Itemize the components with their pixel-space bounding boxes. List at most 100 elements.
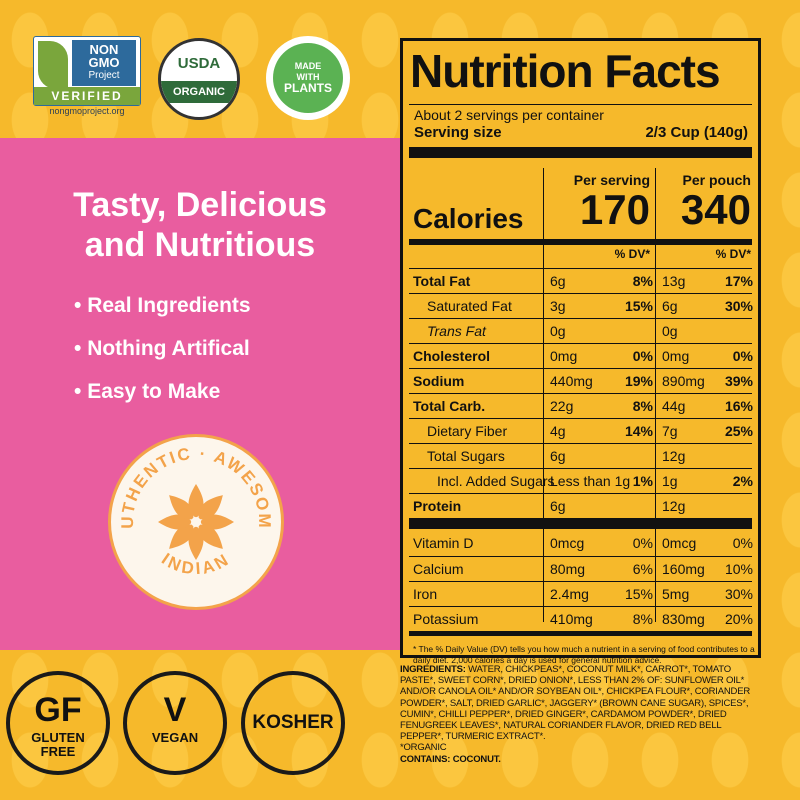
usda-label: USDA (177, 55, 221, 72)
gf-gluten: GLUTEN (31, 730, 85, 745)
dv-serving: 0% (632, 348, 653, 364)
vitamin-row: Iron 2.4mg 15% 5mg 30% (409, 581, 753, 607)
plants-plants: PLANTS (284, 81, 332, 95)
dv-pouch: 30% (724, 298, 753, 314)
authentic-indian-seal: AUTHENTIC · AWESOME INDIAN (108, 434, 284, 610)
dv-pouch: 39% (724, 373, 753, 389)
divider (409, 104, 752, 105)
amount-pouch: 13g (662, 273, 686, 289)
amount-serving: 0mg (550, 348, 578, 364)
organic-note: *ORGANIC (400, 742, 447, 754)
amount-pouch: 1g (662, 473, 678, 489)
nutrient-name: Trans Fat (427, 323, 486, 339)
contains-note: CONTAINS: COCONUT. (400, 753, 501, 765)
dv-serving: 1% (632, 473, 653, 489)
column-divider (543, 168, 544, 622)
vitamin-row: Calcium 80mg 6% 160mg 10% (409, 556, 753, 582)
amount-pouch: 44g (662, 398, 686, 414)
amount-serving: Less than 1g (550, 473, 631, 489)
amount-pouch: 890mg (662, 373, 705, 389)
per-serving-header: Per serving (573, 172, 650, 188)
amount-serving: 3g (550, 298, 566, 314)
non-gmo-text: NON GMO Project (72, 40, 136, 86)
bullet-list: Real Ingredients Nothing Artifical Easy … (74, 284, 251, 413)
dv-header-pouch: % DV* (715, 247, 751, 261)
butterfly-leaf-icon (38, 41, 68, 89)
plants-with: WITH (296, 72, 320, 82)
dv-serving: 19% (624, 373, 653, 389)
vitamin-name: Iron (413, 586, 438, 602)
kosher-badge: KOSHER (241, 671, 345, 775)
ingredients-block: INGREDIENTS: WATER, CHICKPEAS*, COCONUT … (400, 664, 756, 765)
nutrition-title: Nutrition Facts (410, 45, 721, 97)
amount-pouch: 5mg (662, 586, 690, 602)
nutrient-name: Dietary Fiber (427, 423, 508, 439)
nutrient-row: Total Sugars 6g 12g (409, 443, 752, 469)
dv-footnote: * The % Daily Value (DV) tells you how m… (413, 644, 755, 665)
footnote-divider (409, 631, 752, 636)
dv-pouch: 10% (724, 561, 753, 577)
servings-per-container: About 2 servings per container (414, 107, 604, 123)
amount-pouch: 12g (662, 498, 686, 514)
amount-pouch: 12g (662, 448, 686, 464)
non-gmo-verified: VERIFIED (34, 87, 140, 105)
thick-divider (409, 147, 752, 158)
bullet-item: Nothing Artifical (74, 327, 251, 370)
serving-size-label: Serving size (414, 124, 502, 141)
amount-pouch: 830mg (662, 611, 705, 627)
non-gmo-line3: Project (88, 70, 120, 81)
nutrient-name: Total Carb. (413, 398, 486, 414)
seal-graphic: AUTHENTIC · AWESOME INDIAN (111, 437, 272, 579)
amount-serving: 4g (550, 423, 566, 439)
dv-pouch: 0% (732, 535, 753, 551)
thick-divider (409, 518, 752, 529)
ingredients-label: INGREDIENTS: (400, 664, 466, 675)
column-divider (655, 168, 656, 622)
usda-organic-seal: USDA ORGANIC (158, 38, 240, 120)
headline-line1: Tasty, Delicious (73, 186, 327, 224)
dv-pouch: 16% (724, 398, 753, 414)
nutrient-row: Trans Fat 0g 0g (409, 318, 752, 344)
nutrient-row: Incl. Added Sugars Less than 1g 1% 1g 2% (409, 468, 753, 494)
nutrient-row: Total Fat 6g 8% 13g 17% (409, 268, 753, 294)
dv-pouch: 30% (724, 586, 753, 602)
vegan-big: V (163, 691, 187, 729)
amount-serving: 22g (550, 398, 574, 414)
gluten-free-badge: GF GLUTEN FREE (6, 671, 110, 775)
dv-pouch: 25% (724, 423, 753, 439)
amount-pouch: 0g (662, 323, 678, 339)
amount-serving: 80mg (550, 561, 586, 577)
made-with-plants-inner: MADE WITH PLANTS (273, 43, 343, 113)
kosher-label: KOSHER (252, 712, 334, 733)
calories-per-serving: 170 (579, 186, 650, 233)
serving-size-value: 2/3 Cup (140g) (645, 124, 748, 141)
amount-pouch: 160mg (662, 561, 705, 577)
vitamin-name: Vitamin D (413, 535, 474, 551)
nutrient-name: Cholesterol (413, 348, 491, 364)
gf-free: FREE (40, 744, 76, 759)
dv-serving: 14% (624, 423, 653, 439)
headline: Tasty, Delicious and Nutritious (0, 185, 400, 265)
dv-serving: 15% (624, 298, 653, 314)
bullet-item: Real Ingredients (74, 284, 250, 327)
amount-serving: 6g (550, 498, 566, 514)
nutrient-name: Sodium (413, 373, 465, 389)
calories-divider (409, 239, 752, 245)
calories-per-pouch: 340 (680, 186, 751, 233)
amount-serving: 0mcg (550, 535, 585, 551)
non-gmo-box: NON GMO Project VERIFIED (33, 36, 141, 106)
made-with-plants-badge: MADE WITH PLANTS (266, 36, 350, 120)
gf-big: GF (34, 691, 82, 729)
dv-pouch: 20% (724, 611, 753, 627)
dv-header-serving: % DV* (614, 247, 650, 261)
nutrient-name: Incl. Added Sugars (437, 473, 555, 489)
dv-serving: 0% (632, 535, 653, 551)
nutrient-row: Dietary Fiber 4g 14% 7g 25% (409, 418, 753, 444)
nutrient-row: Sodium 440mg 19% 890mg 39% (409, 368, 753, 394)
nutrient-name: Saturated Fat (427, 298, 512, 314)
vitamin-name: Calcium (413, 561, 464, 577)
vegan-badge: V VEGAN (123, 671, 227, 775)
non-gmo-url: nongmoproject.org (49, 106, 125, 116)
vegan-small: VEGAN (151, 730, 199, 745)
vitamin-row: Potassium 410mg 8% 830mg 20% (409, 606, 753, 632)
